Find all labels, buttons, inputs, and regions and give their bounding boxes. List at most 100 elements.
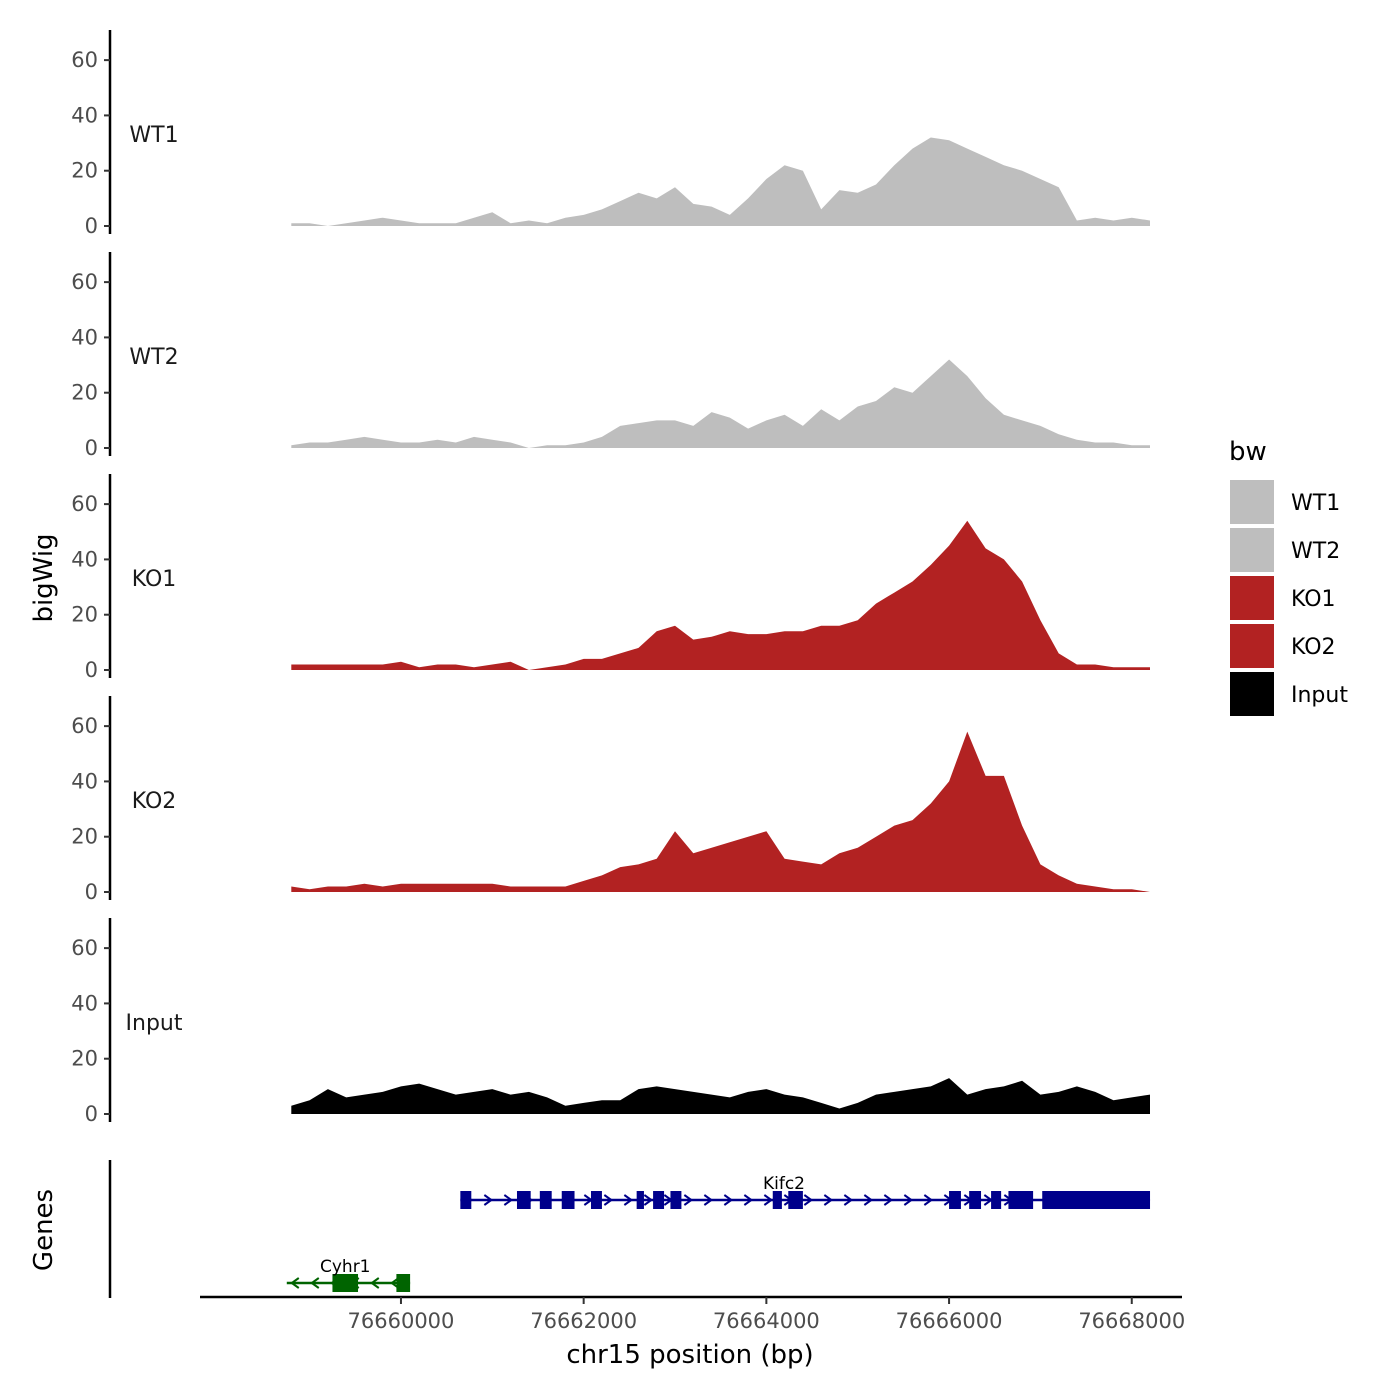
y-tick-label: 40 [71, 325, 98, 349]
x-tick-label: 76664000 [713, 1309, 820, 1333]
strand-arrow [643, 1194, 654, 1206]
strand-arrow [803, 1194, 814, 1206]
y-tick-label: 60 [71, 492, 98, 516]
x-tick-label: 76668000 [1078, 1309, 1185, 1333]
x-axis-label: chr15 position (bp) [566, 1340, 813, 1370]
exon-block [590, 1191, 602, 1209]
panel-label: WT1 [129, 123, 178, 148]
x-axis: 76660000 76662000 76664000 76666000 76668000 [200, 1295, 1185, 1333]
legend-title: bw [1229, 437, 1267, 467]
exon-block [1008, 1191, 1034, 1209]
exon-block [1042, 1191, 1151, 1209]
panel-wt1: 0 20 40 60 WT1 [71, 30, 1150, 238]
strand-arrow [923, 1194, 934, 1206]
signal-area-wt1 [291, 137, 1150, 226]
exon-block [516, 1191, 531, 1209]
gene-label: Kifc2 [763, 1174, 805, 1194]
panel-input: 0 20 40 60 Input [71, 918, 1150, 1126]
gene-track: Kifc2 Cyhr1 [108, 1160, 1151, 1298]
exon-block [991, 1191, 1002, 1209]
panel-ko2: 0 20 40 60 KO2 [71, 696, 1150, 904]
y-tick-label: 0 [85, 880, 98, 904]
strand-arrow [763, 1194, 774, 1206]
strand-arrow [743, 1194, 754, 1206]
panel-label: KO1 [132, 567, 177, 592]
legend-swatch [1230, 576, 1274, 620]
strand-arrow [623, 1194, 634, 1206]
signal-area-wt2 [291, 359, 1150, 448]
panel-ko1: 0 20 40 60 KO1 [71, 474, 1150, 682]
exon-block [332, 1274, 359, 1292]
exon-block [969, 1191, 982, 1209]
y-tick-label: 60 [71, 48, 98, 72]
y-tick-label: 0 [85, 214, 98, 238]
y-tick-label: 0 [85, 1102, 98, 1126]
strand-arrow [683, 1194, 694, 1206]
strand-arrow [723, 1194, 734, 1206]
gene-cyhr1: Cyhr1 [286, 1257, 411, 1292]
exon-block [772, 1191, 782, 1209]
legend-entry-wt2: WT2 [1230, 528, 1340, 572]
exon-block [460, 1191, 472, 1209]
y-tick-label: 20 [71, 381, 98, 405]
genes-axis-label: Genes [29, 1189, 59, 1271]
strand-arrow [903, 1194, 914, 1206]
signal-area-ko2 [291, 731, 1150, 892]
strand-arrow [823, 1194, 834, 1206]
y-tick-label: 20 [71, 603, 98, 627]
strand-arrow [843, 1194, 854, 1206]
y-tick-label: 60 [71, 714, 98, 738]
strand-arrow [483, 1194, 494, 1206]
gene-label: Cyhr1 [320, 1257, 371, 1277]
panel-label: Input [126, 1011, 183, 1036]
legend-swatch [1230, 624, 1274, 668]
y-tick-label: 0 [85, 436, 98, 460]
y-axis-label: bigWig [29, 533, 59, 622]
legend-label: WT2 [1291, 539, 1340, 564]
panel-label: WT2 [129, 345, 178, 370]
y-tick-label: 20 [71, 825, 98, 849]
y-tick-label: 40 [71, 991, 98, 1015]
strand-arrow [603, 1194, 614, 1206]
legend-entry-wt1: WT1 [1230, 480, 1340, 524]
y-tick-label: 40 [71, 103, 98, 127]
y-tick-label: 20 [71, 1047, 98, 1071]
exon-block [670, 1191, 682, 1209]
panel-label: KO2 [132, 789, 177, 814]
strand-arrow [370, 1277, 380, 1289]
signal-area-ko1 [291, 520, 1150, 670]
x-tick-label: 76660000 [348, 1309, 455, 1333]
gene-kifc2: Kifc2 [460, 1174, 1151, 1209]
legend-swatch [1230, 672, 1274, 716]
x-tick-label: 76662000 [530, 1309, 637, 1333]
legend-label: KO2 [1291, 635, 1336, 660]
legend-label: KO1 [1291, 587, 1336, 612]
track-panels: 0 20 40 60 WT1 0 20 40 60 WT2 0 20 40 60 KO1 0 20 40 60 KO2… [71, 30, 1150, 1126]
legend-label: WT1 [1291, 491, 1340, 516]
exon-block [788, 1191, 803, 1209]
panel-wt2: 0 20 40 60 WT2 [71, 252, 1150, 460]
legend-entry-ko1: KO1 [1230, 576, 1336, 620]
y-tick-label: 40 [71, 769, 98, 793]
y-tick-label: 60 [71, 936, 98, 960]
strand-arrow [863, 1194, 874, 1206]
legend-entry-ko2: KO2 [1230, 624, 1336, 668]
x-tick-label: 76666000 [896, 1309, 1003, 1333]
exon-block [561, 1191, 575, 1209]
legend-label: Input [1291, 683, 1348, 708]
legend: bw WT1 WT2 KO1 KO2 Input [1229, 437, 1348, 716]
strand-arrow [503, 1194, 514, 1206]
exon-block [949, 1191, 961, 1209]
exon-block [653, 1191, 665, 1209]
y-tick-label: 20 [71, 159, 98, 183]
strand-arrow [883, 1194, 894, 1206]
signal-area-input [291, 1078, 1150, 1114]
y-tick-label: 60 [71, 270, 98, 294]
legend-entry-input: Input [1230, 672, 1348, 716]
exon-block [396, 1274, 411, 1292]
y-tick-label: 0 [85, 658, 98, 682]
y-tick-label: 40 [71, 547, 98, 571]
legend-swatch [1230, 528, 1274, 572]
exon-block [636, 1191, 644, 1209]
